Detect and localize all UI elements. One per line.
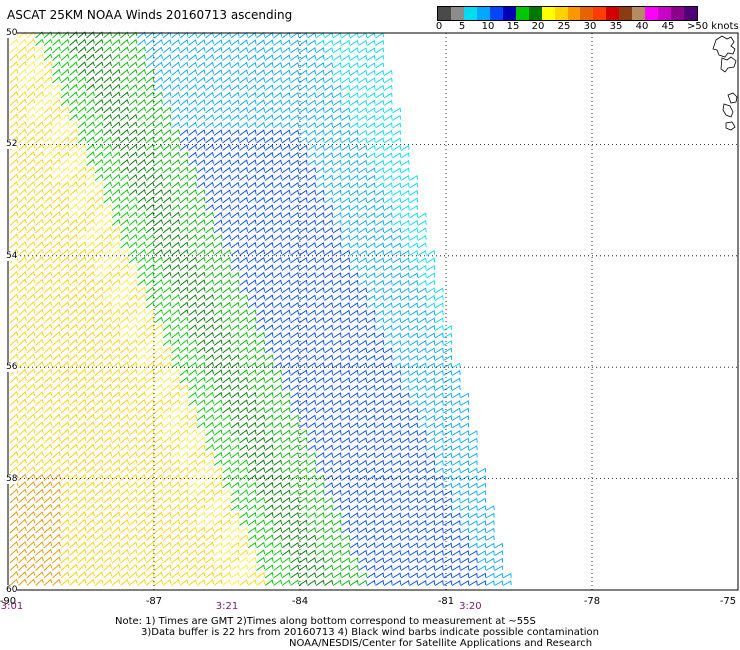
coastline-fragment <box>712 35 738 131</box>
colorbar-segment <box>619 7 633 20</box>
colorbar-label: 25 <box>557 21 571 32</box>
colorbar-label: 20 <box>531 21 545 32</box>
latitude-label: 60 <box>6 585 18 595</box>
longitude-label: -84 <box>291 596 309 607</box>
map-title: ASCAT 25KM NOAA Winds 20160713 ascending <box>7 8 293 22</box>
colorbar-segment <box>606 7 620 20</box>
colorbar-segment <box>541 7 555 20</box>
colorbar-segment <box>528 7 542 20</box>
note-line-2: 3)Data buffer is 22 hrs from 20160713 4)… <box>141 627 599 638</box>
note-line-1: Note: 1) Times are GMT 2)Times along bot… <box>115 616 536 627</box>
wind-speed-colorbar <box>437 6 698 21</box>
colorbar-label: >50 knots <box>687 21 739 32</box>
latitude-label: 50 <box>6 28 18 38</box>
colorbar-label: 35 <box>609 21 623 32</box>
time-label: 3:01 <box>0 601 24 612</box>
wind-barb-swath <box>9 31 512 586</box>
colorbar-label: 5 <box>458 21 466 32</box>
time-label: 3:21 <box>215 601 239 612</box>
colorbar-label: 40 <box>635 21 649 32</box>
colorbar-segment <box>632 7 646 20</box>
colorbar-segment <box>450 7 464 20</box>
colorbar-segment <box>438 7 451 20</box>
time-label: 3:20 <box>459 601 482 612</box>
colorbar-segment <box>554 7 568 20</box>
lat-lon-grid <box>8 33 738 590</box>
colorbar-labels: 0 5 10 15 20 25 30 35 40 45 >50 knots <box>430 21 740 35</box>
colorbar-segment <box>671 7 685 20</box>
colorbar-label: 30 <box>583 21 597 32</box>
colorbar-segment <box>593 7 607 20</box>
latitude-label: 54 <box>6 250 18 261</box>
colorbar-segment <box>684 7 698 20</box>
longitude-label: -75 <box>719 596 737 607</box>
map-frame <box>7 32 739 591</box>
longitude-label: -90 <box>0 596 17 607</box>
colorbar-segment <box>489 7 503 20</box>
colorbar-label: 10 <box>481 21 495 32</box>
longitude-label: -87 <box>145 596 163 607</box>
colorbar-segment <box>645 7 659 20</box>
longitude-label: -81 <box>437 596 455 607</box>
colorbar-label: 45 <box>661 21 675 32</box>
colorbar-segment <box>658 7 672 20</box>
colorbar-segment <box>502 7 516 20</box>
colorbar-segment <box>567 7 581 20</box>
colorbar-segment <box>580 7 594 20</box>
note-line-3: NOAA/NESDIS/Center for Satellite Applica… <box>289 638 593 649</box>
latitude-label: 56 <box>6 362 18 373</box>
latitude-label: 52 <box>6 139 18 150</box>
longitude-label: -78 <box>583 596 601 607</box>
colorbar-label: 15 <box>506 21 520 32</box>
colorbar-segment <box>463 7 477 20</box>
colorbar-segment <box>476 7 490 20</box>
colorbar-label: 0 <box>435 21 443 32</box>
latitude-label: 58 <box>6 473 18 484</box>
colorbar-segment <box>515 7 529 20</box>
